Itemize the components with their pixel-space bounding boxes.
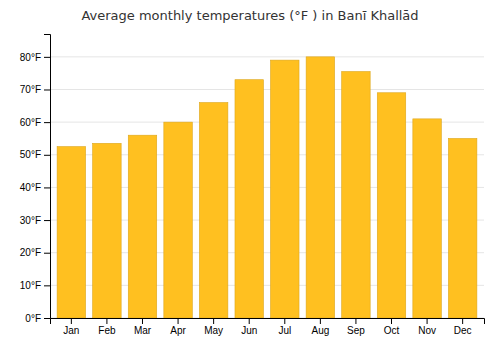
tick-label: 60°F: [20, 117, 41, 128]
tick: Aug: [311, 318, 329, 336]
tick-label: Oct: [384, 325, 400, 336]
tick-label: Nov: [418, 325, 436, 336]
tick: Apr: [170, 318, 186, 336]
grid: [50, 57, 484, 318]
plot: 0°F 10°F 20°F 30°F 40°F 50°F 60°F 70°F 80°F Jan Fe…: [20, 35, 485, 337]
grid-line: [50, 89, 484, 90]
tick-label: 10°F: [20, 280, 41, 291]
tick-mark: [178, 318, 179, 324]
tick: 80°F: [20, 52, 50, 63]
tick-label: Jan: [63, 325, 79, 336]
tick-mark: [44, 122, 50, 123]
tick: Dec: [454, 318, 472, 336]
tick-label: 70°F: [20, 84, 41, 95]
tick-label: May: [204, 325, 223, 336]
tick: Jan: [63, 318, 79, 336]
tick-label: Apr: [170, 325, 186, 336]
bar: [235, 80, 263, 318]
tick-label: Dec: [454, 325, 472, 336]
bar: [377, 93, 405, 318]
tick-mark: [44, 187, 50, 188]
tick-label: Feb: [98, 325, 116, 336]
tick-mark: [462, 318, 463, 324]
tick-mark: [320, 318, 321, 324]
tick-mark: [391, 318, 392, 324]
tick: 60°F: [20, 117, 50, 128]
tick-label: 40°F: [20, 182, 41, 193]
tick-mark: [106, 318, 107, 324]
bar: [448, 138, 476, 318]
tick: 40°F: [20, 182, 50, 193]
tick-label: Jul: [278, 325, 291, 336]
tick-mark: [44, 318, 50, 319]
bar: [57, 147, 85, 318]
bar: [93, 143, 121, 318]
y-axis: 0°F 10°F 20°F 30°F 40°F 50°F 60°F 70°F 80°F: [20, 35, 51, 324]
axis-line: [44, 35, 51, 319]
tick: Oct: [384, 318, 400, 336]
tick: Jun: [241, 318, 257, 336]
tick-mark: [44, 155, 50, 156]
bars: [57, 57, 477, 318]
bar: [199, 103, 227, 318]
tick: Nov: [418, 318, 436, 336]
bar: [413, 119, 441, 318]
tick-label: 80°F: [20, 52, 41, 63]
tick: Sep: [347, 318, 365, 336]
bar: [128, 135, 156, 318]
bar: [164, 122, 192, 318]
title: Average monthly temperatures (°F ) in Ba…: [81, 8, 418, 23]
tick-mark: [44, 253, 50, 254]
tick-label: 0°F: [25, 313, 41, 324]
tick-label: Jun: [241, 325, 257, 336]
tick-label: Mar: [134, 325, 152, 336]
x-axis: Jan Feb Mar Apr May Jun Jul Aug Sep Oct Nov Dec: [51, 318, 485, 336]
bar: [271, 60, 299, 318]
tick: Mar: [134, 318, 152, 336]
tick: 30°F: [20, 215, 50, 226]
tick: Jul: [278, 318, 291, 336]
bar: [306, 57, 334, 318]
tick-mark: [142, 318, 143, 324]
tick-mark: [427, 318, 428, 324]
bar: [342, 72, 370, 318]
tick-mark: [44, 220, 50, 221]
tick-mark: [44, 57, 50, 58]
tick-mark: [71, 318, 72, 324]
tick: 50°F: [20, 149, 50, 160]
tick: 20°F: [20, 247, 50, 258]
tick: Feb: [98, 318, 116, 336]
tick-mark: [44, 89, 50, 90]
tick-label: 20°F: [20, 247, 41, 258]
axis-line: [51, 319, 485, 325]
tick: 0°F: [25, 313, 50, 324]
tick-label: Sep: [347, 325, 365, 336]
tick-mark: [213, 318, 214, 324]
tick-mark: [355, 318, 356, 324]
tick: 70°F: [20, 84, 50, 95]
tick: May: [204, 318, 223, 336]
tick-label: 30°F: [20, 215, 41, 226]
tick: 10°F: [20, 280, 50, 291]
tick-label: Aug: [311, 325, 329, 336]
tick-label: 50°F: [20, 149, 41, 160]
chart: 0°F 10°F 20°F 30°F 40°F 50°F 60°F 70°F 80°F Jan Fe…: [0, 0, 500, 350]
grid-line: [50, 56, 484, 57]
tick-mark: [284, 318, 285, 324]
tick-mark: [44, 285, 50, 286]
tick-mark: [249, 318, 250, 324]
